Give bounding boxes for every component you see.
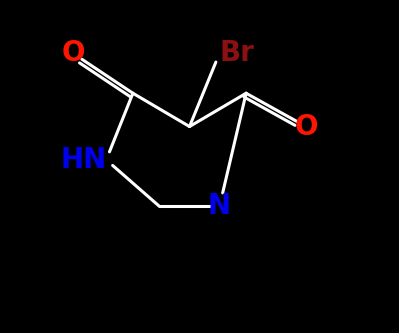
Text: Br: Br [219,39,254,67]
Text: HN: HN [60,146,106,174]
Text: N: N [208,192,231,220]
Text: O: O [294,113,318,141]
Text: O: O [61,39,85,67]
